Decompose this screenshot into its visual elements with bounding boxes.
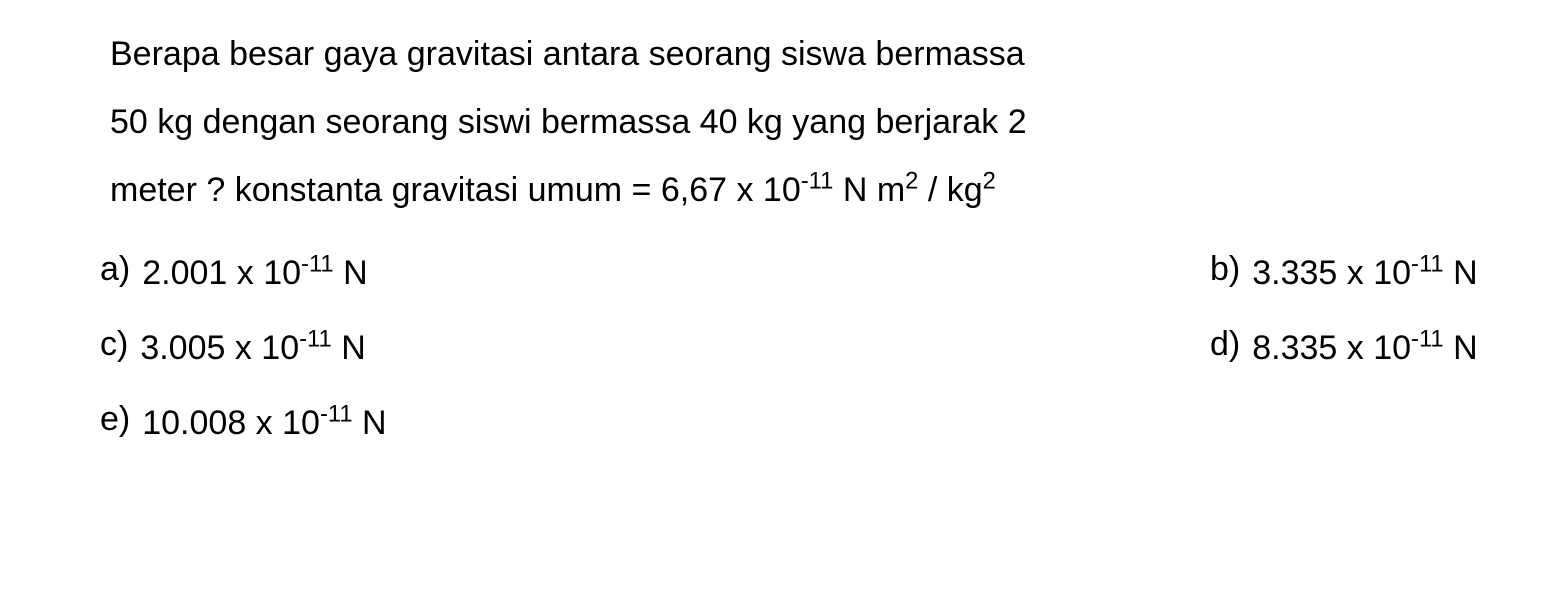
question-line-2: 50 kg dengan seorang siswi bermassa 40 k… bbox=[110, 103, 1027, 141]
option-e-unit: N bbox=[353, 404, 387, 442]
option-d-value: 8.335 x 10-11 N bbox=[1252, 329, 1477, 368]
option-e-exp: -11 bbox=[320, 401, 353, 428]
question-text: Berapa besar gaya gravitasi antara seora… bbox=[100, 20, 1500, 224]
options-container: a) 2.001 x 10-11 N b) 3.335 x 10-11 N c)… bbox=[100, 254, 1500, 443]
option-c-exp: -11 bbox=[299, 326, 332, 353]
option-e-value: 10.008 x 10-11 N bbox=[142, 404, 386, 443]
option-c-value: 3.005 x 10-11 N bbox=[140, 329, 365, 368]
option-b-label: b) bbox=[1210, 250, 1240, 289]
option-b[interactable]: b) 3.335 x 10-11 N bbox=[820, 254, 1500, 293]
option-c[interactable]: c) 3.005 x 10-11 N bbox=[100, 329, 780, 368]
option-b-unit: N bbox=[1444, 254, 1478, 292]
option-d-unit: N bbox=[1444, 329, 1478, 367]
option-a-label: a) bbox=[100, 250, 130, 289]
option-c-unit: N bbox=[332, 329, 366, 367]
option-a-unit: N bbox=[334, 254, 368, 292]
question-sup-m2: 2 bbox=[905, 168, 918, 195]
option-b-exp: -11 bbox=[1411, 251, 1444, 278]
option-a[interactable]: a) 2.001 x 10-11 N bbox=[100, 254, 780, 293]
question-exp: -11 bbox=[801, 168, 834, 195]
option-b-coeff: 3.335 x 10 bbox=[1252, 254, 1411, 292]
option-e-label: e) bbox=[100, 400, 130, 439]
question-line-3-prefix: meter ? konstanta gravitasi umum = 6,67 … bbox=[110, 171, 801, 209]
option-c-coeff: 3.005 x 10 bbox=[140, 329, 299, 367]
question-sup-kg2: 2 bbox=[983, 168, 996, 195]
option-e[interactable]: e) 10.008 x 10-11 N bbox=[100, 404, 780, 443]
option-a-value: 2.001 x 10-11 N bbox=[142, 254, 367, 293]
option-b-value: 3.335 x 10-11 N bbox=[1252, 254, 1477, 293]
question-slash: / kg bbox=[918, 171, 982, 209]
option-e-coeff: 10.008 x 10 bbox=[142, 404, 320, 442]
option-a-coeff: 2.001 x 10 bbox=[142, 254, 301, 292]
option-a-exp: -11 bbox=[301, 251, 334, 278]
option-d-label: d) bbox=[1210, 325, 1240, 364]
question-line-1: Berapa besar gaya gravitasi antara seora… bbox=[110, 35, 1025, 73]
option-d-coeff: 8.335 x 10 bbox=[1252, 329, 1411, 367]
option-d[interactable]: d) 8.335 x 10-11 N bbox=[820, 329, 1500, 368]
option-c-label: c) bbox=[100, 325, 128, 364]
option-d-exp: -11 bbox=[1411, 326, 1444, 353]
question-mid: N m bbox=[833, 171, 905, 209]
